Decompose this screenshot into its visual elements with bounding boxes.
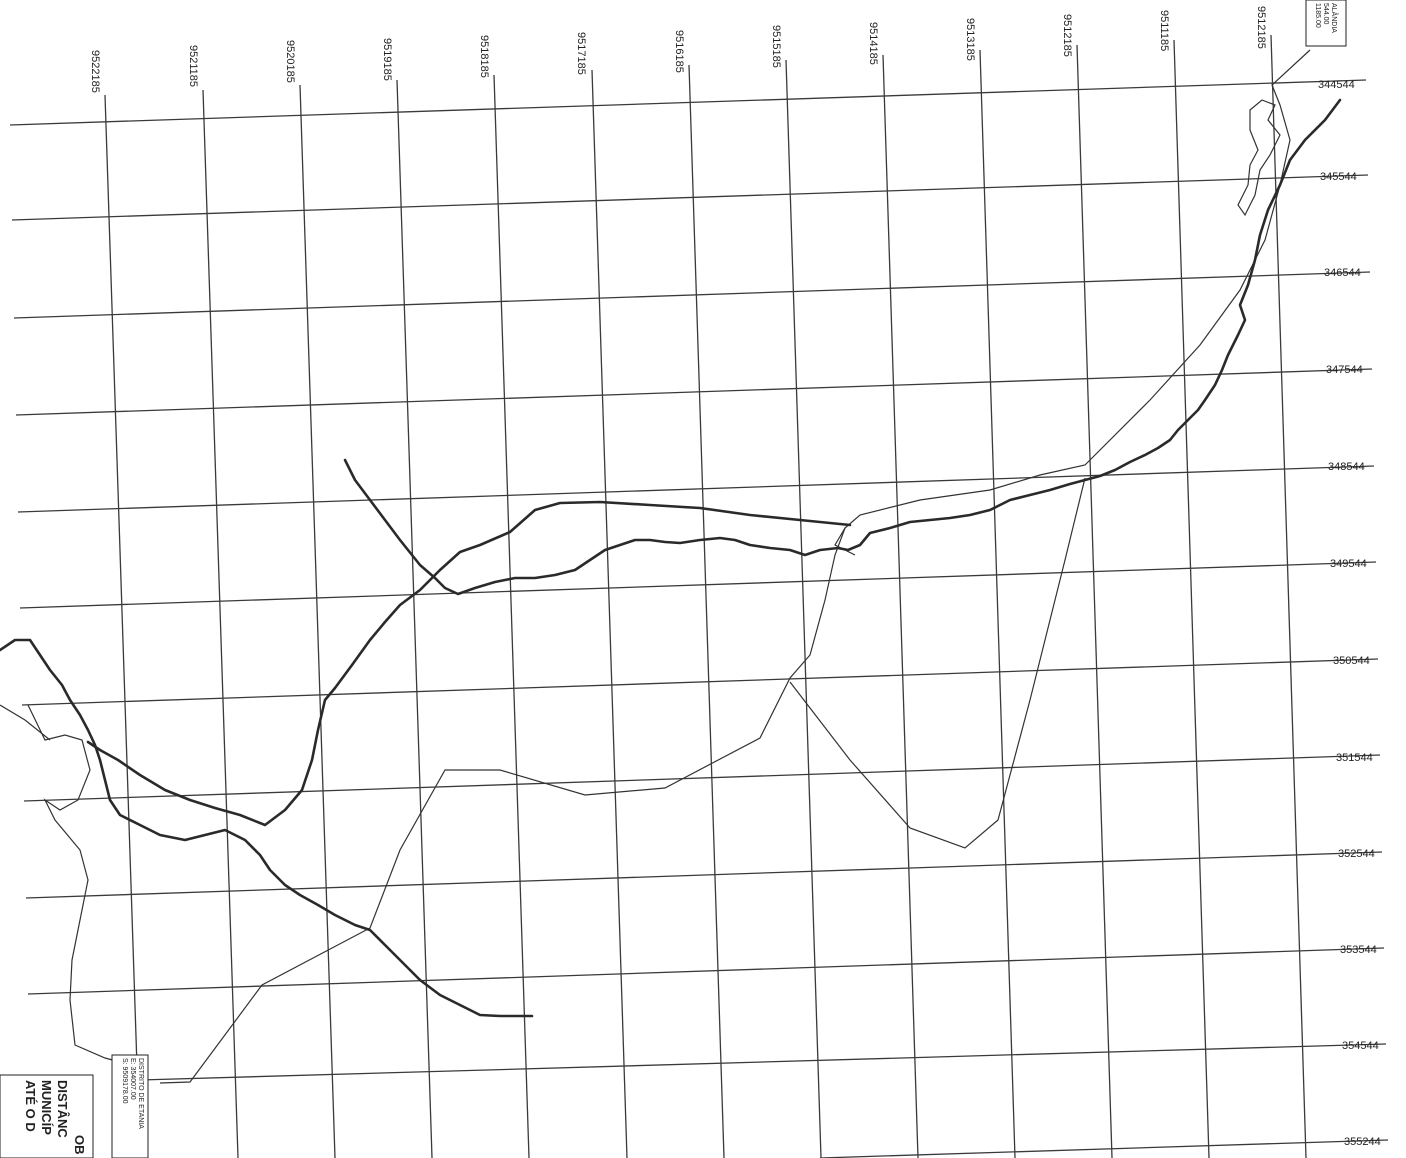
grid-line-h [23, 754, 1381, 802]
corner-coordinate-box: ALÂNDIA 544.00 1185.00 [1305, 0, 1347, 47]
corner-box-line: 544.00 [1322, 3, 1329, 25]
grid-line-h [9, 79, 1367, 126]
northing-label: 9522185 [89, 50, 101, 93]
northing-label: 9514185 [867, 22, 879, 65]
easting-label: 354544 [1342, 1040, 1379, 1052]
easting-label: 346544 [1324, 267, 1361, 279]
northing-labels: 9522185 9521185 9520185 9519185 9518185 … [89, 6, 1267, 93]
grid-line-h [11, 174, 1369, 221]
observation-line: OB [72, 1135, 87, 1155]
northing-label: 9516185 [673, 30, 685, 73]
river-line-middle [86, 500, 852, 827]
grid-line-v [104, 94, 141, 1158]
easting-label: 351544 [1336, 752, 1373, 764]
horizontal-grid-lines [9, 79, 1389, 1158]
vertical-grid-lines [104, 34, 1307, 1158]
easting-label: 345544 [1320, 171, 1357, 183]
easting-label: 348544 [1328, 461, 1365, 473]
observation-line: DISTÂNC [55, 1080, 70, 1138]
district-box-line: S: 9509178.00 [121, 1058, 128, 1104]
grid-line-v [396, 79, 433, 1158]
grid-line-v [882, 54, 919, 1158]
grid-line-v [299, 84, 336, 1158]
island-outline [1237, 99, 1281, 217]
easting-label: 355244 [1344, 1136, 1381, 1148]
road-line [159, 49, 1311, 1084]
corner-box-line: ALÂNDIA [1330, 3, 1339, 33]
road-line [0, 704, 51, 741]
northing-label: 9518185 [478, 35, 490, 78]
northing-label: 9515185 [770, 25, 782, 68]
grid-line-h [17, 465, 1375, 513]
grid-line-v [688, 64, 725, 1158]
corner-box-line: 1185.00 [1314, 3, 1321, 28]
grid-line-v [1076, 44, 1113, 1158]
easting-label: 352544 [1338, 848, 1375, 860]
grid-line-h [19, 561, 1377, 609]
road-line [834, 527, 856, 556]
district-box-line: DISTRITO DE ETANIA [137, 1058, 144, 1129]
grid-line-h [25, 851, 1383, 899]
district-box: DISTRITO DE ETANIA E: 354007.00 S: 95091… [111, 1054, 149, 1158]
rivers [0, 98, 1342, 1018]
grid-line-v [979, 49, 1016, 1158]
district-box-line: E: 354007.00 [129, 1058, 136, 1100]
easting-label: 349544 [1330, 558, 1367, 570]
easting-label: 344544 [1318, 79, 1355, 91]
grid-line-v [1270, 34, 1307, 1158]
grid-line-v [493, 74, 530, 1158]
road-line [27, 704, 121, 1063]
river-line-lower [0, 638, 534, 1018]
road-line [789, 477, 1086, 849]
easting-label: 350544 [1333, 655, 1370, 667]
northing-label: 9517185 [575, 32, 587, 75]
grid-line-h [21, 658, 1379, 706]
river-line-upper [343, 98, 1342, 596]
grid-line-v [202, 89, 239, 1158]
easting-label: 347544 [1326, 364, 1363, 376]
grid-line-h [27, 947, 1385, 995]
northing-label: 9519185 [381, 38, 393, 81]
grid-line-h [819, 1139, 1389, 1158]
northing-label: 9512185 [1255, 6, 1267, 49]
observation-line: ATÉ O D [23, 1080, 38, 1132]
northing-label: 9520185 [284, 40, 296, 83]
observation-line: MUNICÍP [39, 1080, 54, 1135]
observation-text-block: OB DISTÂNC MUNICÍP ATÉ O D [0, 1074, 94, 1158]
northing-label: 9521185 [187, 45, 199, 87]
grid-line-h [13, 271, 1371, 319]
easting-label: 353544 [1340, 944, 1377, 956]
grid-line-h [139, 1043, 1387, 1081]
grid-line-h [15, 368, 1373, 416]
grid-line-v [1173, 39, 1210, 1158]
northing-label: 9511185 [1158, 10, 1170, 51]
northing-label: 9512185 [1061, 14, 1073, 57]
easting-labels: 344544 345544 346544 347544 348544 34954… [1318, 79, 1381, 1148]
northing-label: 9513185 [964, 18, 976, 61]
roads [0, 49, 1311, 1084]
grid-line-v [785, 59, 822, 1158]
grid-line-v [591, 69, 628, 1158]
